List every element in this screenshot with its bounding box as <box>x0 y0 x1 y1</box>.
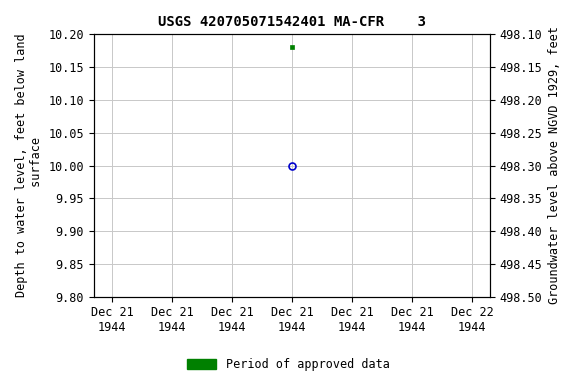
Title: USGS 420705071542401 MA-CFR    3: USGS 420705071542401 MA-CFR 3 <box>158 15 426 29</box>
Legend: Period of approved data: Period of approved data <box>182 354 394 376</box>
Y-axis label: Groundwater level above NGVD 1929, feet: Groundwater level above NGVD 1929, feet <box>548 26 561 305</box>
Y-axis label: Depth to water level, feet below land
 surface: Depth to water level, feet below land su… <box>15 34 43 297</box>
